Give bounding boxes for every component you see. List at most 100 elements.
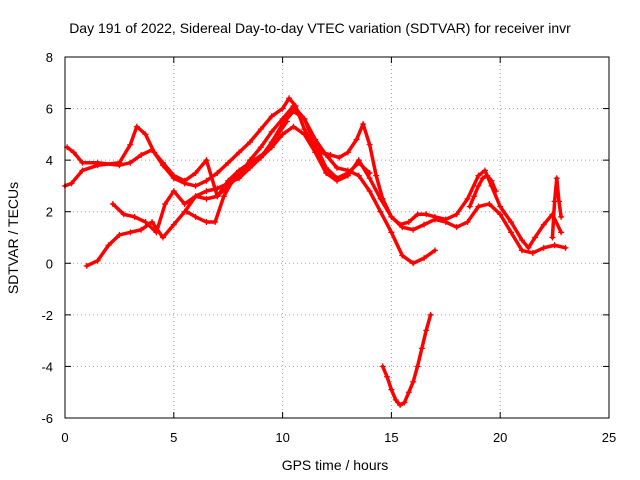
data-point <box>388 229 395 236</box>
data-point <box>127 229 134 236</box>
data-point <box>377 208 384 215</box>
y-tick-label: 2 <box>46 205 53 220</box>
data-point <box>471 193 478 200</box>
data-point <box>392 396 399 403</box>
data-point <box>525 244 532 251</box>
data-point <box>453 211 460 218</box>
data-point <box>279 131 286 138</box>
data-point <box>492 188 499 195</box>
data-point <box>68 180 75 187</box>
data-point <box>344 170 351 177</box>
data-point <box>170 188 177 195</box>
data-point <box>355 172 362 179</box>
data-point <box>558 229 565 236</box>
y-tick-label: -4 <box>41 359 53 374</box>
data-point <box>562 244 569 251</box>
data-point <box>529 249 536 256</box>
data-point <box>399 224 406 231</box>
data-point <box>181 177 188 184</box>
data-point <box>405 219 412 226</box>
data-point <box>214 193 221 200</box>
data-point <box>290 123 297 130</box>
data-point <box>70 149 77 156</box>
data-point <box>549 234 556 241</box>
data-point <box>203 188 210 195</box>
data-point <box>336 154 343 161</box>
data-point <box>388 386 395 393</box>
y-tick-label: 8 <box>46 50 53 65</box>
data-point <box>414 211 421 218</box>
x-tick-label: 0 <box>61 430 68 445</box>
data-point <box>464 195 471 202</box>
data-point <box>418 345 425 352</box>
data-point <box>334 175 340 182</box>
y-tick-label: -2 <box>41 308 53 323</box>
data-point <box>508 229 515 236</box>
data-point <box>83 262 90 269</box>
data-point <box>555 198 562 205</box>
data-point <box>334 164 340 171</box>
data-point <box>453 224 460 231</box>
data-point <box>323 151 330 158</box>
data-point <box>94 159 101 166</box>
data-point <box>290 108 297 115</box>
data-point <box>384 373 391 380</box>
data-point <box>466 203 473 210</box>
data-point <box>475 182 482 189</box>
data-point <box>262 149 269 156</box>
data-point <box>532 234 539 241</box>
data-point <box>162 200 169 207</box>
data-point <box>323 164 330 171</box>
x-axis-label: GPS time / hours <box>282 457 389 473</box>
data-point <box>133 123 140 130</box>
series-track-f <box>379 311 434 409</box>
data-point <box>105 242 112 249</box>
data-point <box>142 219 149 226</box>
y-tick-label: 0 <box>46 256 53 271</box>
data-point <box>283 118 290 125</box>
data-point <box>149 219 156 226</box>
data-point <box>442 219 449 226</box>
data-point <box>214 185 221 192</box>
data-point <box>366 141 373 148</box>
data-point <box>240 167 247 174</box>
data-point <box>214 170 221 177</box>
data-point <box>431 216 438 223</box>
x-tick-label: 10 <box>275 430 289 445</box>
data-point <box>138 151 145 158</box>
data-point <box>366 170 373 177</box>
data-point <box>360 121 367 128</box>
data-point <box>142 131 149 138</box>
data-point <box>203 219 210 226</box>
data-point <box>431 247 438 254</box>
series-track-g <box>466 172 499 210</box>
data-point <box>558 213 565 220</box>
data-point <box>353 136 360 143</box>
data-point <box>479 175 486 182</box>
data-point <box>518 237 525 244</box>
data-point <box>257 144 264 151</box>
data-point <box>183 208 190 215</box>
data-point <box>268 128 275 135</box>
data-point <box>203 157 210 164</box>
data-point <box>286 95 293 102</box>
data-point <box>212 219 219 226</box>
plot-frame <box>64 56 610 419</box>
series-trace <box>65 104 437 266</box>
x-tick-label: 5 <box>170 430 177 445</box>
data-point <box>377 195 384 202</box>
data-point <box>257 126 264 133</box>
data-point <box>481 167 488 174</box>
data-point <box>410 378 417 385</box>
data-point <box>203 177 210 184</box>
data-point <box>109 200 116 207</box>
data-point <box>312 141 319 148</box>
data-point <box>246 139 253 146</box>
data-point <box>203 195 210 202</box>
data-point <box>225 159 232 166</box>
x-tick-label: 20 <box>493 430 507 445</box>
data-point <box>508 219 515 226</box>
data-point <box>379 363 386 370</box>
